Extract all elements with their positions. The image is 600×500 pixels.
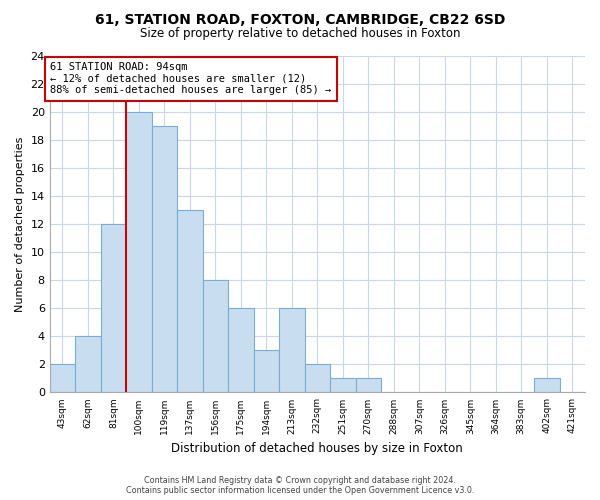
Bar xyxy=(534,378,560,392)
Bar xyxy=(50,364,75,392)
Bar xyxy=(305,364,330,392)
X-axis label: Distribution of detached houses by size in Foxton: Distribution of detached houses by size … xyxy=(172,442,463,455)
Y-axis label: Number of detached properties: Number of detached properties xyxy=(15,137,25,312)
Text: 61 STATION ROAD: 94sqm
← 12% of detached houses are smaller (12)
88% of semi-det: 61 STATION ROAD: 94sqm ← 12% of detached… xyxy=(50,62,331,96)
Bar xyxy=(101,224,126,392)
Bar xyxy=(356,378,381,392)
Bar xyxy=(254,350,279,393)
Bar xyxy=(177,210,203,392)
Text: Size of property relative to detached houses in Foxton: Size of property relative to detached ho… xyxy=(140,28,460,40)
Text: Contains HM Land Registry data © Crown copyright and database right 2024.
Contai: Contains HM Land Registry data © Crown c… xyxy=(126,476,474,495)
Text: 61, STATION ROAD, FOXTON, CAMBRIDGE, CB22 6SD: 61, STATION ROAD, FOXTON, CAMBRIDGE, CB2… xyxy=(95,12,505,26)
Bar xyxy=(330,378,356,392)
Bar xyxy=(152,126,177,392)
Bar xyxy=(126,112,152,392)
Bar xyxy=(279,308,305,392)
Bar xyxy=(75,336,101,392)
Bar xyxy=(228,308,254,392)
Bar xyxy=(203,280,228,392)
